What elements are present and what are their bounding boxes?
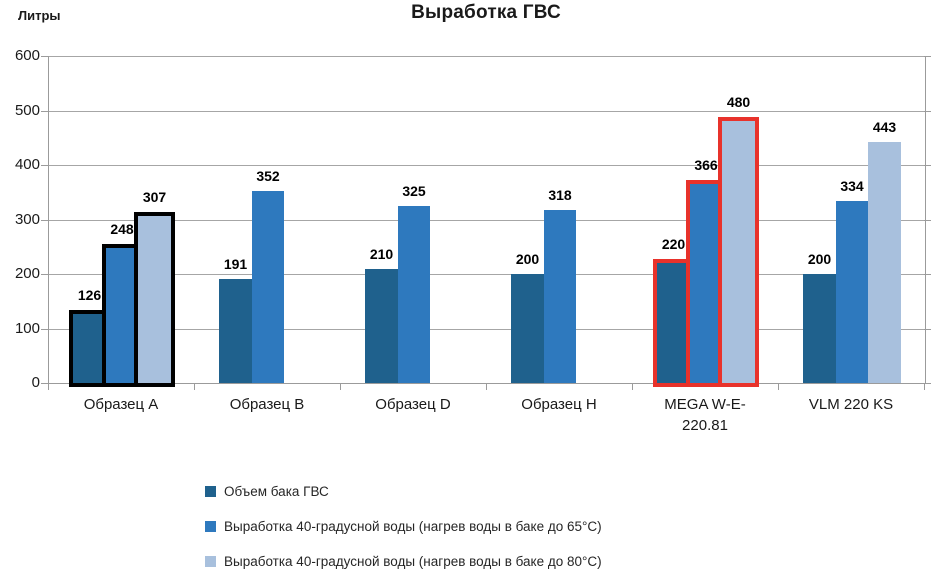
bar-series1-cat2 [219,278,252,383]
legend-label: Выработка 40-градусной воды (нагрев воды… [224,519,602,534]
y-axis-tick-label: 400 [14,156,40,173]
x-axis-tick [778,383,779,390]
bar-value-label: 325 [402,182,426,199]
y-axis-right-tick [924,165,931,166]
legend: Объем бака ГВС Выработка 40-градусной во… [205,474,602,579]
x-axis-category-label: Образец A [83,396,159,413]
bar-series1-cat3 [365,268,398,383]
bar-value-label: 191 [223,255,248,272]
bar-value-label: 126 [77,287,102,304]
y-axis-tick-label: 100 [14,319,40,337]
x-axis-tick [340,383,341,390]
bar-series1-cat6 [803,274,836,383]
y-axis-title: Литры [18,8,61,23]
bar-value-label: 334 [840,177,864,194]
plot-area: 126 248 307 191 352 210 325 200 318 220 366 480 200 3… [48,56,926,387]
y-axis-tick-label: 300 [14,210,40,228]
y-axis-tick-label: 600 [14,47,40,64]
x-axis-tick [48,383,49,390]
legend-swatch-series1-icon [205,486,216,497]
bar-series2-cat3 [397,205,431,383]
y-axis-right-tick [924,110,931,112]
x-axis-category-label: VLM 220 KS [808,396,894,413]
y-axis-tick [41,165,48,166]
y-axis-tick-label: 200 [14,265,40,282]
gridline [49,328,925,330]
bar-series2-cat4 [543,209,577,383]
bar-series3-cat5 [718,117,759,387]
x-axis-tick [194,383,195,390]
bar-series3-cat1 [134,211,175,387]
legend-label: Выработка 40-градусной воды (нагрев воды… [224,554,602,569]
bar-value-label: 200 [807,251,832,267]
gridline [49,56,925,57]
bar-value-label: 210 [369,245,394,262]
bar-series1-cat4 [511,274,544,383]
bar-value-label: 366 [694,156,718,173]
gridline [49,110,925,112]
bar-value-label: 220 [661,236,686,253]
bar-value-label: 480 [726,94,751,111]
legend-swatch-series2-icon [205,521,216,532]
x-axis-category-label: Образец H [521,396,597,413]
legend-item-output-65c: Выработка 40-градусной воды (нагрев воды… [205,509,602,544]
y-axis-right-tick [924,274,931,275]
y-axis-right-tick [924,219,931,221]
bar-value-label: 318 [548,186,572,203]
y-axis-tick [41,219,48,221]
x-axis-category-label: Образец D [375,396,451,413]
legend-item-output-80c: Выработка 40-градусной воды (нагрев воды… [205,544,602,579]
gridline [49,165,925,166]
x-axis-category-label: MEGA W-E- 220.81 [664,396,746,434]
bar-series2-cat2 [251,191,285,383]
bar-series3-cat6 [868,141,901,383]
bar-value-label: 200 [515,251,540,267]
x-axis-tick [924,383,925,390]
y-axis-tick [41,328,48,330]
chart-title: Выработка ГВС [411,2,561,23]
gridline [49,219,925,221]
y-axis-tick [41,56,48,57]
x-axis-tick [632,383,633,390]
legend-item-tank-volume: Объем бака ГВС [205,474,602,509]
legend-swatch-series3-icon [205,556,216,567]
y-axis-right-tick [924,328,931,330]
gridline [49,274,925,275]
bar-value-label: 307 [142,188,167,205]
bar-series2-cat6 [835,200,869,383]
bar-value-label: 352 [256,168,280,185]
y-axis-right-tick [924,56,931,57]
y-axis-tick [41,383,48,384]
bar-value-label: 248 [110,220,134,237]
x-axis-category-label: Образец B [229,396,305,413]
y-axis-tick-label: 0 [31,374,40,391]
x-axis-tick [486,383,487,390]
legend-label: Объем бака ГВС [224,484,329,499]
y-axis-tick [41,110,48,112]
bar-value-label: 443 [872,118,897,135]
y-axis-right-tick [924,383,931,384]
y-axis-tick-label: 500 [14,101,40,119]
y-axis-tick [41,274,48,275]
